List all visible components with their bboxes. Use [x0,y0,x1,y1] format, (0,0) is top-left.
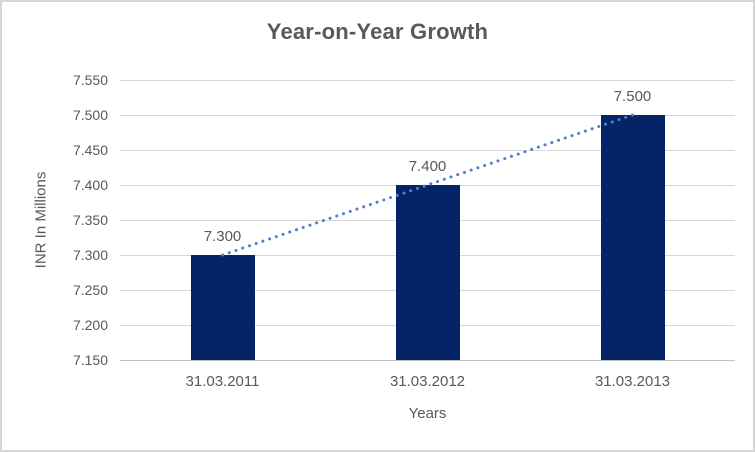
y-tick-label: 7.300 [72,247,108,263]
x-category-label: 31.03.2013 [594,373,671,390]
y-tick-label: 7.550 [72,72,108,88]
y-tick-label: 7.450 [72,142,108,158]
bar [190,255,255,360]
bar-data-label: 7.300 [203,228,242,245]
y-tick-label: 7.400 [72,177,108,193]
gridline [120,80,735,81]
bar-data-label: 7.400 [408,158,447,175]
y-tick-label: 7.250 [72,282,108,298]
y-tick-label: 7.150 [72,352,108,368]
y-tick-label: 7.500 [72,107,108,123]
x-category-label: 31.03.2011 [185,373,260,390]
x-axis-line [120,360,735,361]
y-tick-label: 7.350 [72,212,108,228]
bar [600,115,665,360]
x-category-label: 31.03.2012 [389,373,466,390]
plot-area [120,80,735,361]
bar-data-label: 7.500 [613,88,652,105]
y-tick-label: 7.200 [72,317,108,333]
chart-title: Year-on-Year Growth [266,19,489,44]
bar [395,185,460,360]
x-axis-title: Years [408,405,447,422]
